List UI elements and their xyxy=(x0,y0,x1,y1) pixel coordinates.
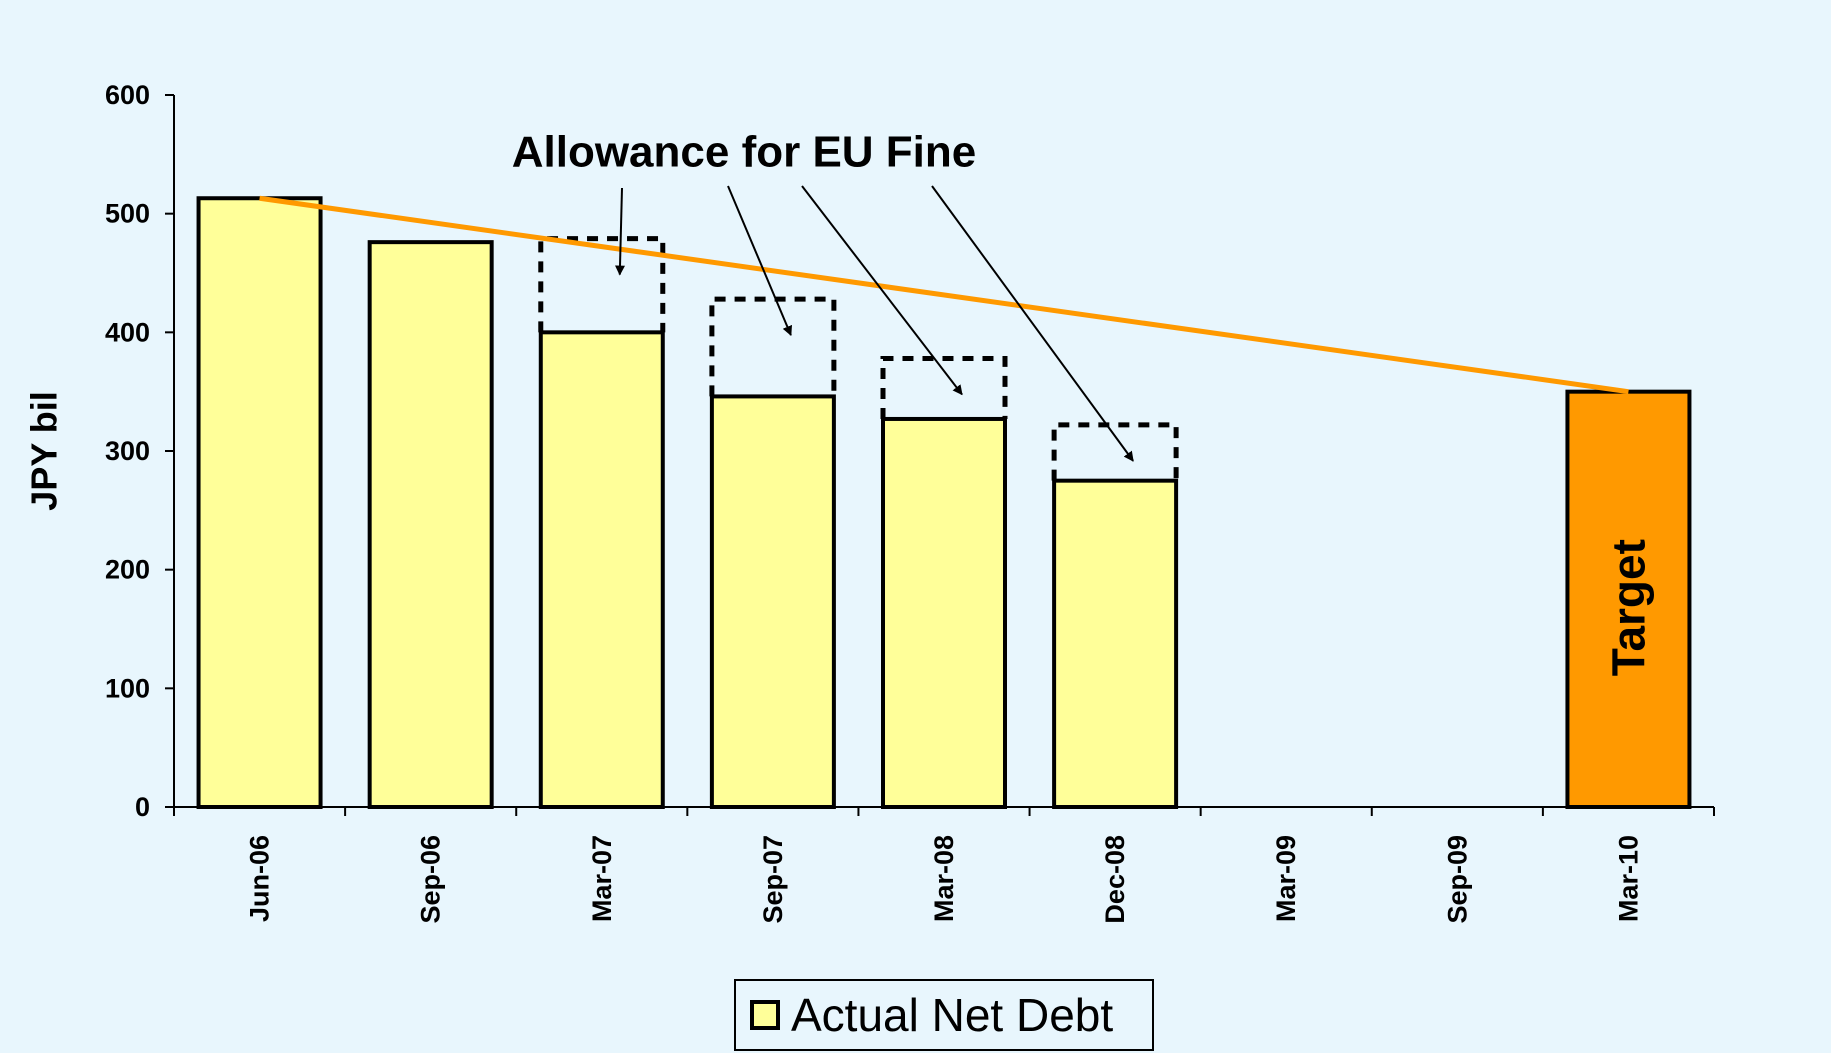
annotation-arrow xyxy=(727,185,792,337)
bar-actual-net-debt-sep-06 xyxy=(367,240,494,809)
x-tick-label: Jun-06 xyxy=(245,835,275,922)
x-tick-label: Mar-08 xyxy=(929,835,959,922)
eu-fine-allowance-box-sep-07 xyxy=(709,296,837,397)
eu-fine-allowance-box-mar-08 xyxy=(880,355,1008,419)
x-tick-label: Mar-07 xyxy=(587,835,617,922)
bar-actual-net-debt-mar-08 xyxy=(881,416,1007,809)
y-tick-label: 400 xyxy=(105,317,150,347)
y-tick-label: 100 xyxy=(105,673,150,703)
x-tick-label: Dec-08 xyxy=(1100,835,1130,924)
bar-target-mar-10 xyxy=(1565,389,1692,809)
bar-actual-net-debt-sep-07 xyxy=(709,394,836,809)
x-tick-label: Sep-09 xyxy=(1442,835,1472,924)
x-tick-label: Mar-09 xyxy=(1271,835,1301,922)
y-axis-title: JPY bil xyxy=(24,391,65,510)
x-tick-label: Sep-06 xyxy=(416,835,446,924)
y-tick-label: 500 xyxy=(105,199,150,229)
y-tick-label: 300 xyxy=(105,436,150,466)
annotation-arrow xyxy=(615,187,626,276)
eu-fine-allowance-box-mar-07 xyxy=(538,236,666,333)
legend-box xyxy=(734,979,1154,1051)
bar-actual-net-debt-dec-08 xyxy=(1052,478,1179,809)
bar-label-target: Target xyxy=(1602,539,1654,676)
annotation-arrow xyxy=(801,185,963,396)
annotation-arrow xyxy=(931,185,1134,462)
legend-label-actual-net-debt: Actual Net Debt xyxy=(791,989,1113,1041)
x-tick-label: Sep-07 xyxy=(758,835,788,924)
x-tick-label: Mar-10 xyxy=(1613,835,1643,922)
y-tick-label: 600 xyxy=(105,80,150,110)
y-tick-label: 200 xyxy=(105,555,150,585)
target-trend-line xyxy=(259,195,1629,395)
legend-swatch-actual-net-debt xyxy=(750,1000,780,1030)
y-tick-label: 0 xyxy=(135,792,150,822)
annotation-eu-fine: Allowance for EU Fine xyxy=(512,128,977,177)
eu-fine-allowance-box-dec-08 xyxy=(1051,422,1179,481)
bar-actual-net-debt-jun-06 xyxy=(196,196,323,810)
bar-actual-net-debt-mar-07 xyxy=(538,330,665,809)
